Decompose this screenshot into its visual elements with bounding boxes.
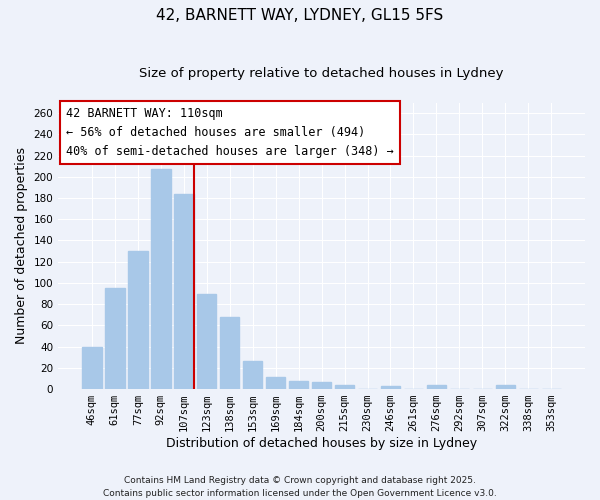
Bar (312, 382, 331, 389)
Y-axis label: Number of detached properties: Number of detached properties (15, 148, 28, 344)
Bar (128, 251, 148, 389)
Bar (243, 362, 262, 389)
Bar (174, 194, 194, 389)
X-axis label: Distribution of detached houses by size in Lydney: Distribution of detached houses by size … (166, 437, 477, 450)
Title: Size of property relative to detached houses in Lydney: Size of property relative to detached ho… (139, 68, 504, 80)
Bar (82, 346, 101, 389)
Bar (197, 294, 217, 389)
Bar (289, 380, 308, 389)
Text: 42, BARNETT WAY, LYDNEY, GL15 5FS: 42, BARNETT WAY, LYDNEY, GL15 5FS (157, 8, 443, 22)
Bar (496, 385, 515, 389)
Bar (335, 385, 355, 389)
Bar (220, 317, 239, 389)
Text: Contains HM Land Registry data © Crown copyright and database right 2025.
Contai: Contains HM Land Registry data © Crown c… (103, 476, 497, 498)
Bar (381, 386, 400, 389)
Bar (151, 170, 170, 389)
Text: 42 BARNETT WAY: 110sqm
← 56% of detached houses are smaller (494)
40% of semi-de: 42 BARNETT WAY: 110sqm ← 56% of detached… (66, 107, 394, 158)
Bar (427, 385, 446, 389)
Bar (266, 378, 286, 389)
Bar (105, 288, 125, 389)
